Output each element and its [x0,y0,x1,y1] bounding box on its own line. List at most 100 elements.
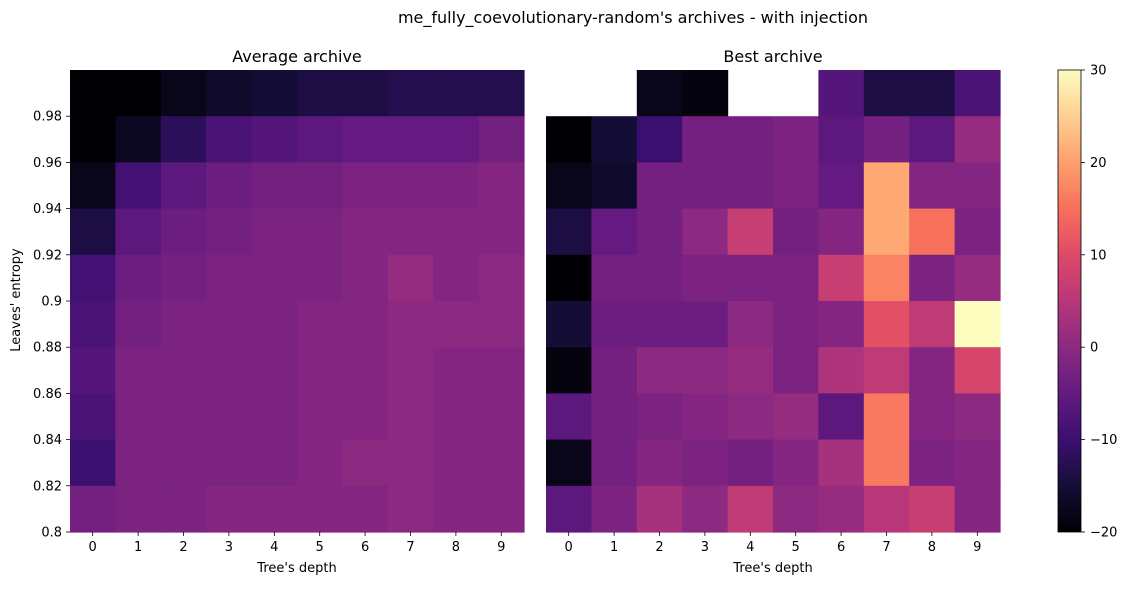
x-tick-label: 5 [792,540,800,555]
heatmap-cell [206,254,253,302]
heatmap-cell [773,254,819,302]
heatmap-cell [478,485,525,533]
heatmap-cell [297,116,343,163]
heatmap-cell [206,439,253,487]
heatmap-cell [115,70,162,117]
heatmap-cell [251,254,298,302]
x-tick-label: 3 [225,540,233,555]
average-archive-title: Average archive [232,47,362,66]
heatmap-cell [818,254,865,302]
colorbar-tick-label: 10 [1090,248,1107,263]
heatmap-cell [773,347,819,394]
heatmap-cell [954,116,1001,163]
heatmap-cell [546,208,592,256]
heatmap-cell [160,70,207,117]
colorbar-tick-label: −20 [1090,526,1117,541]
heatmap-cell [636,162,683,210]
heatmap-cell [70,254,116,302]
heatmap-cell [863,116,910,163]
heatmap-cell [387,254,434,302]
heatmap-cell [206,70,253,117]
y-tick-label: 0.88 [33,341,62,356]
heatmap-cell [636,301,683,348]
heatmap-cell [863,347,910,394]
heatmap-cell [206,208,253,256]
heatmap-cell [342,162,389,210]
heatmap-cell [251,116,298,163]
heatmap-cell [773,162,819,210]
heatmap-cell [251,485,298,533]
x-tick-label: 8 [452,540,460,555]
heatmap-cell [387,439,434,487]
heatmap-cell [115,254,162,302]
heatmap-cell [115,347,162,394]
heatmap-cell [478,70,525,117]
heatmap-cell [478,162,525,210]
heatmap-cell [70,393,116,441]
heatmap-cell [591,393,638,441]
heatmap-cell [70,162,116,210]
heatmap-cell [115,162,162,210]
heatmap-cell [251,347,298,394]
average-archive-x-ticks: 0 1 2 3 4 5 6 7 8 9 [89,532,505,555]
heatmap-cell [546,254,592,302]
heatmap-cell [433,116,480,163]
heatmap-cell [954,347,1001,394]
heatmap-cell [909,439,956,487]
heatmap-cell [433,208,480,256]
heatmap-cell [297,70,343,117]
heatmap-cell [342,116,389,163]
x-tick-label: 7 [882,540,890,555]
heatmap-cell [342,301,389,348]
best-archive-x-ticks: 0 1 2 3 4 5 6 7 8 9 [565,532,981,555]
heatmap-cell [636,485,683,533]
heatmap-cell [727,347,774,394]
heatmap-cell [387,347,434,394]
heatmap-cell [115,393,162,441]
heatmap-cell [818,208,865,256]
x-tick-label: 2 [179,540,187,555]
heatmap-cell [206,347,253,394]
heatmap-cell [251,301,298,348]
heatmap-cell [546,439,592,487]
heatmap-cell [70,301,116,348]
heatmap-cell [954,162,1001,210]
heatmap-cell [727,162,774,210]
heatmap-cell [591,301,638,348]
heatmap-cell [115,485,162,533]
heatmap-cell [727,254,774,302]
x-tick-label: 6 [361,540,369,555]
heatmap-cell [297,439,343,487]
heatmap-cell [909,254,956,302]
heatmap-cell [682,116,729,163]
colorbar-tick-label: 20 [1090,156,1107,171]
heatmap-cell [591,347,638,394]
best-archive-panel: Best archive 0 1 2 3 4 5 6 7 8 9 Tree's depth [546,47,1001,576]
heatmap-cell [909,70,956,117]
heatmap-cell [433,393,480,441]
heatmap-cell [297,485,343,533]
heatmap-cell [115,439,162,487]
heatmap-cell [773,439,819,487]
heatmap-cell [636,70,683,117]
heatmap-cell [206,301,253,348]
heatmap-cell [954,254,1001,302]
heatmap-cell [433,347,480,394]
heatmap-cell [433,301,480,348]
y-tick-label: 0.8 [41,526,62,541]
heatmap-cell [727,439,774,487]
heatmap-cell [297,162,343,210]
heatmap-cell [773,301,819,348]
heatmap-cell [773,208,819,256]
heatmap-cell [546,162,592,210]
heatmap-cell [546,347,592,394]
heatmap-cell [115,208,162,256]
heatmap-cell [818,347,865,394]
heatmap-cell [115,301,162,348]
y-tick-label: 0.98 [33,110,62,125]
heatmap-cell [773,393,819,441]
best-archive-x-label: Tree's depth [732,561,812,576]
heatmap-cell [478,208,525,256]
heatmap-cell [818,485,865,533]
heatmap-cell [682,485,729,533]
